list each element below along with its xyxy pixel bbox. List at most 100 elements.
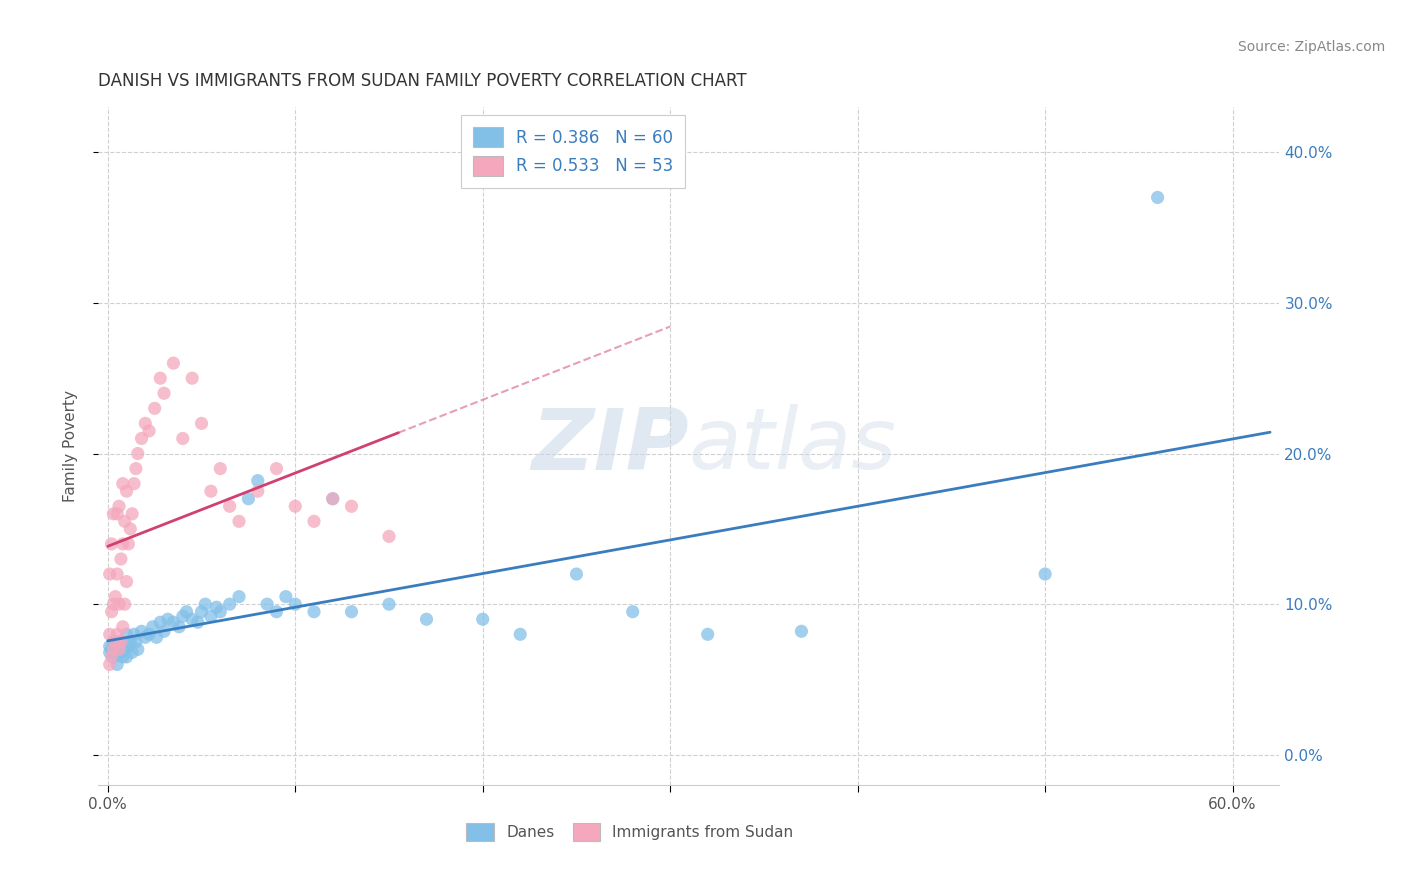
Point [509,627,531,641]
Point [122,476,145,491]
Point [98,640,121,654]
Point [149,371,172,385]
Point [110,552,132,566]
Point [103,597,125,611]
Point [143,401,166,416]
Point [302,514,325,528]
Point [100,649,122,664]
Point [172,432,194,446]
Point [1033,567,1056,582]
Point [115,484,138,499]
Point [322,491,344,506]
Legend: Danes, Immigrants from Sudan: Danes, Immigrants from Sudan [456,812,804,852]
Point [108,635,131,649]
Point [218,500,240,514]
Point [209,605,232,619]
Point [104,635,127,649]
Point [105,640,128,654]
Point [125,635,148,649]
Text: Source: ZipAtlas.com: Source: ZipAtlas.com [1237,40,1385,54]
Point [108,642,131,657]
Point [322,491,344,506]
Point [115,649,138,664]
Point [228,514,250,528]
Point [117,640,139,654]
Point [176,605,198,619]
Point [471,612,494,626]
Point [98,627,121,641]
Point [415,612,437,626]
Point [121,507,143,521]
Point [111,537,134,551]
Point [200,609,222,624]
Point [105,507,128,521]
Point [378,529,401,543]
Point [621,605,644,619]
Point [98,567,121,582]
Point [98,657,121,672]
Point [110,635,132,649]
Point [190,605,212,619]
Point [104,590,127,604]
Point [162,356,184,370]
Point [153,386,176,401]
Point [103,635,125,649]
Point [134,417,156,431]
Point [266,605,288,619]
Point [172,609,194,624]
Point [209,461,232,475]
Point [108,500,131,514]
Point [131,624,153,639]
Point [138,627,160,641]
Point [246,474,269,488]
Point [1146,190,1168,204]
Point [134,630,156,644]
Point [256,597,278,611]
Point [266,461,288,475]
Point [111,476,134,491]
Point [156,612,179,626]
Point [187,615,209,630]
Point [121,645,143,659]
Point [340,500,363,514]
Point [181,612,204,626]
Point [111,649,134,664]
Point [274,590,297,604]
Point [162,615,184,630]
Point [103,649,125,664]
Y-axis label: Family Poverty: Family Poverty [63,390,77,502]
Point [105,567,128,582]
Point [284,500,307,514]
Point [790,624,813,639]
Text: ZIP: ZIP [531,404,689,488]
Point [238,491,260,506]
Point [120,522,142,536]
Point [114,514,136,528]
Point [100,605,122,619]
Point [153,624,176,639]
Point [127,642,149,657]
Point [145,630,167,644]
Point [228,590,250,604]
Point [138,424,160,438]
Point [302,605,325,619]
Point [120,635,142,649]
Point [696,627,718,641]
Point [117,537,139,551]
Point [110,645,132,659]
Point [181,371,204,385]
Point [104,645,127,659]
Point [122,627,145,641]
Point [284,597,307,611]
Point [100,537,122,551]
Point [565,567,588,582]
Point [114,642,136,657]
Point [167,620,190,634]
Point [194,597,217,611]
Point [108,597,131,611]
Point [131,432,153,446]
Point [127,446,149,460]
Text: DANISH VS IMMIGRANTS FROM SUDAN FAMILY POVERTY CORRELATION CHART: DANISH VS IMMIGRANTS FROM SUDAN FAMILY P… [98,72,747,90]
Point [115,574,138,589]
Point [218,597,240,611]
